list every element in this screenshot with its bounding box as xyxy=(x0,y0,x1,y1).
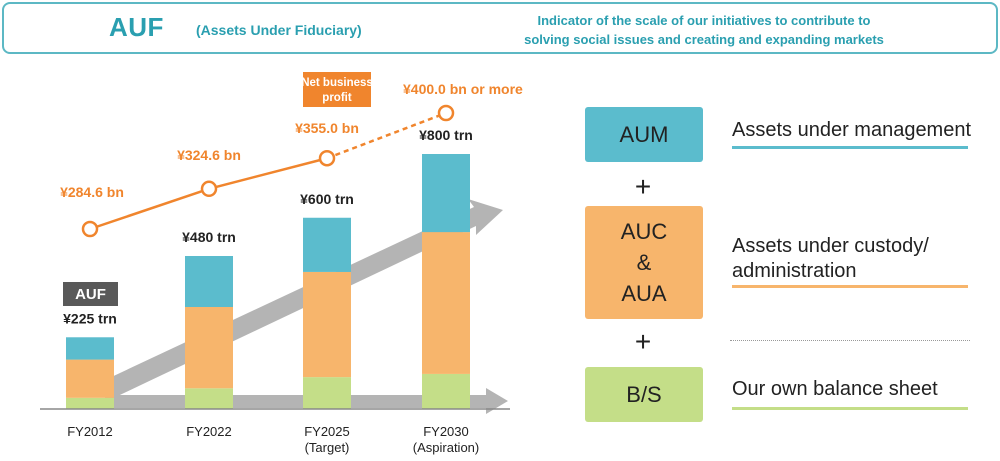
separator-dotted xyxy=(730,340,970,341)
profit-segment-1 xyxy=(89,187,210,231)
aum-description: Assets under management xyxy=(732,119,972,141)
profit-line: ¥284.6 bn ¥324.6 bn ¥355.0 bn ¥400.0 bn or … xyxy=(60,81,523,238)
bar-aum-fy2025 xyxy=(303,217,351,272)
auc-description-line-1: Assets under custody/ xyxy=(732,235,929,257)
bar-auc-fy2025 xyxy=(303,271,351,378)
aua-box-label: AUA xyxy=(621,281,667,306)
profit-label-fy2030: ¥400.0 bn or more xyxy=(403,81,523,97)
auc-underline xyxy=(732,285,968,288)
bar-auc-fy2030 xyxy=(422,232,470,374)
auc-box-amp: & xyxy=(636,250,652,275)
auf-tag: AUF xyxy=(63,282,118,306)
x-tick-label-fy2012: FY2012 xyxy=(67,424,113,439)
page-subtitle: (Assets Under Fiduciary) xyxy=(196,22,362,38)
bar-auc-fy2012 xyxy=(66,359,114,398)
auc-description: Assets under custody/ administration xyxy=(732,234,929,284)
header-description-line-2: solving social issues and creating and e… xyxy=(524,32,884,47)
profit-label-fy2022: ¥324.6 bn xyxy=(177,147,241,163)
bar-aum-fy2012 xyxy=(66,337,114,360)
bar-auc-fy2022 xyxy=(185,307,233,389)
plus-sign-1: + xyxy=(634,171,652,202)
profit-legend-line-1: Net business xyxy=(301,77,373,89)
profit-label-fy2025: ¥355.0 bn xyxy=(295,120,359,136)
profit-segment-3 xyxy=(326,111,447,160)
bar-aum-fy2030 xyxy=(422,154,470,233)
total-label-fy2022: ¥480 trn xyxy=(182,229,236,245)
bar-bs-fy2012 xyxy=(66,397,114,409)
x-tick-label-fy2030: FY2030 xyxy=(423,424,469,439)
aum-box: AUM xyxy=(585,107,703,162)
bar-aum-fy2022 xyxy=(185,256,233,307)
header-description-line-1: Indicator of the scale of our initiative… xyxy=(537,13,871,28)
profit-legend-box xyxy=(303,72,371,107)
x-tick-sublabel-fy2030: (Aspiration) xyxy=(413,440,479,455)
plus-sign-2: + xyxy=(634,326,652,357)
auf-tag-label: AUF xyxy=(75,286,106,303)
auc-aua-box: AUC & AUA xyxy=(585,206,703,319)
bar-bs-fy2025 xyxy=(303,377,351,409)
profit-legend-line-2: profit xyxy=(322,92,352,104)
total-labels: ¥225 trn ¥480 trn ¥600 trn ¥800 trn xyxy=(63,127,473,326)
auc-description-line-2: administration xyxy=(732,260,857,282)
bs-description: Our own balance sheet xyxy=(732,378,938,400)
bs-underline xyxy=(732,407,968,410)
total-label-fy2012: ¥225 trn xyxy=(63,310,117,326)
auc-box-label: AUC xyxy=(620,219,668,244)
profit-point-fy2012 xyxy=(81,220,99,238)
bs-box-label: B/S xyxy=(626,381,662,407)
stacked-bars xyxy=(66,154,470,409)
bar-bs-fy2030 xyxy=(422,373,470,409)
auf-tag-box xyxy=(63,282,118,306)
profit-point-fy2030 xyxy=(437,104,455,122)
header-description: Indicator of the scale of our initiative… xyxy=(464,11,944,49)
bar-bs-fy2022 xyxy=(185,388,233,409)
bs-box: B/S xyxy=(585,367,703,422)
auf-chart: FY2012 FY2022 FY2025(Target) FY2030(Aspirat… xyxy=(40,72,523,455)
x-tick-label-fy2022: FY2022 xyxy=(186,424,232,439)
profit-segment-2 xyxy=(208,157,328,191)
profit-point-fy2022 xyxy=(200,180,218,198)
profit-label-fy2012: ¥284.6 bn xyxy=(60,184,124,200)
x-tick-label-fy2025: FY2025 xyxy=(304,424,350,439)
total-label-fy2030: ¥800 trn xyxy=(419,127,473,143)
header-banner: AUF (Assets Under Fiduciary) Indicator o… xyxy=(2,2,998,54)
aum-box-label: AUM xyxy=(619,121,669,147)
x-axis-labels: FY2012 FY2022 FY2025(Target) FY2030(Aspirat… xyxy=(67,424,479,455)
total-label-fy2025: ¥600 trn xyxy=(300,191,354,207)
aum-underline xyxy=(732,146,968,149)
profit-point-fy2025 xyxy=(318,149,336,167)
x-tick-sublabel-fy2025: (Target) xyxy=(305,440,350,455)
page-title: AUF xyxy=(109,12,164,42)
profit-legend-tag: Net business profit xyxy=(301,72,373,107)
